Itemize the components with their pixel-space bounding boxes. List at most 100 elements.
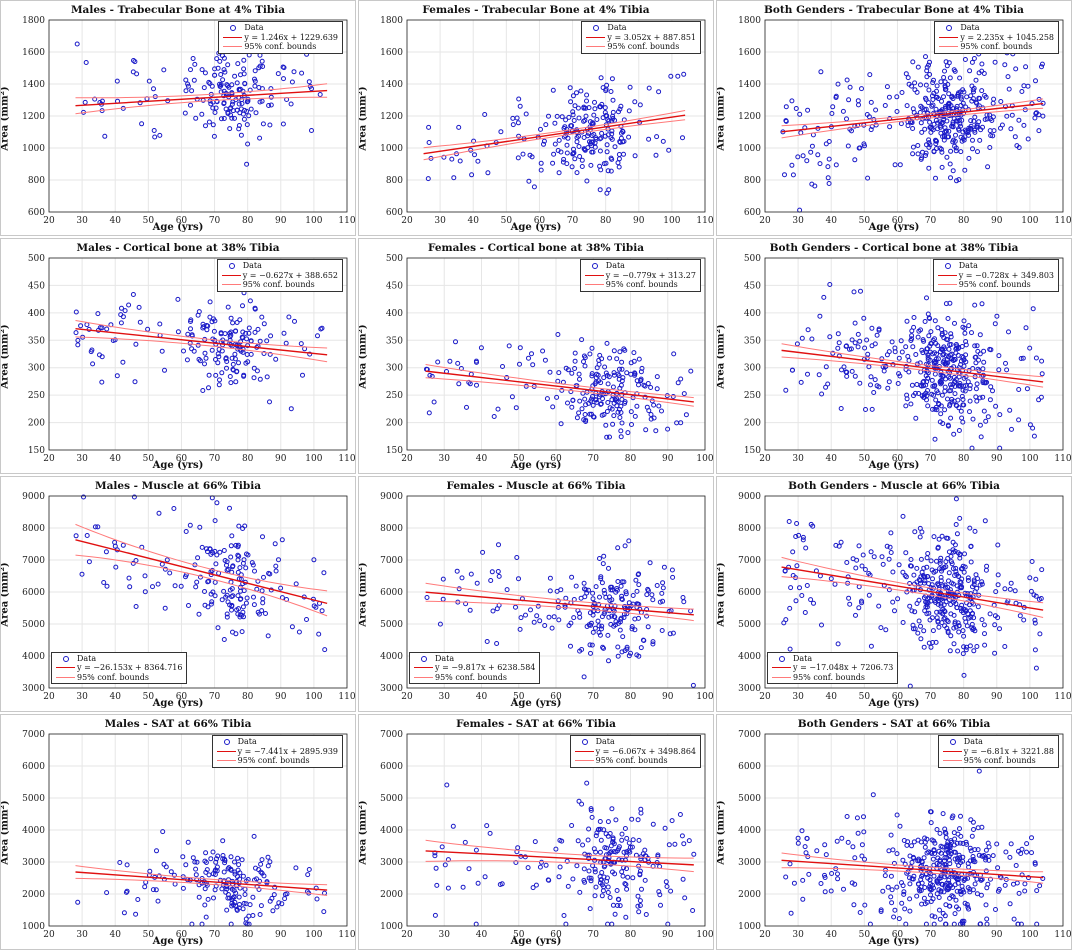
data-point — [971, 579, 977, 585]
data-point — [946, 91, 952, 97]
legend-data: Data — [937, 261, 1054, 271]
data-point — [208, 856, 214, 862]
data-point — [939, 327, 945, 333]
data-point — [224, 907, 230, 913]
data-point — [783, 874, 789, 880]
data-point — [907, 908, 913, 914]
data-point — [280, 121, 286, 127]
data-point — [978, 434, 984, 440]
legend-symbol — [413, 663, 435, 672]
data-point — [681, 71, 687, 77]
legend-symbol — [221, 280, 243, 289]
data-point — [873, 107, 879, 113]
y-tick-label: 400 — [28, 309, 45, 319]
x-tick-label: 60 — [892, 930, 904, 940]
x-axis-label: Age (yrs) — [868, 936, 920, 947]
data-point — [894, 109, 900, 114]
data-point — [983, 418, 989, 424]
data-point — [959, 883, 965, 889]
data-point — [917, 578, 923, 584]
data-point — [252, 68, 258, 74]
data-point — [638, 378, 644, 383]
data-point — [847, 84, 853, 90]
data-point — [577, 398, 583, 404]
data-point — [484, 823, 490, 829]
data-point — [432, 853, 438, 859]
data-point — [668, 888, 674, 894]
data-point — [232, 73, 238, 79]
x-tick-label: 40 — [825, 454, 837, 464]
data-point — [488, 578, 494, 583]
data-point — [577, 614, 583, 620]
data-point — [933, 141, 939, 147]
data-point — [640, 851, 646, 857]
data-point — [954, 178, 959, 184]
data-point — [1016, 890, 1022, 896]
data-point — [942, 79, 948, 85]
data-point — [620, 634, 626, 640]
data-point — [258, 903, 264, 909]
data-point — [976, 768, 982, 774]
data-point — [229, 533, 235, 539]
data-point — [195, 555, 201, 561]
data-point — [909, 876, 915, 882]
data-point — [598, 135, 604, 141]
data-point — [240, 906, 246, 912]
data-point — [1033, 665, 1039, 671]
data-point — [794, 563, 800, 569]
data-point — [869, 406, 875, 412]
data-point — [971, 648, 977, 654]
legend-text: Data — [605, 261, 625, 270]
data-point — [789, 162, 795, 168]
data-point — [577, 889, 583, 895]
data-point — [793, 598, 799, 604]
data-point — [230, 629, 235, 635]
data-point — [137, 319, 143, 325]
y-tick-label: 3000 — [380, 858, 403, 868]
data-point — [922, 844, 928, 850]
data-point — [917, 534, 923, 540]
data-point — [579, 337, 585, 343]
data-point — [600, 888, 606, 894]
data-point — [588, 650, 593, 656]
data-point — [970, 854, 976, 859]
data-point — [930, 576, 935, 582]
data-point — [681, 391, 687, 397]
data-point — [787, 605, 793, 611]
data-point — [921, 580, 927, 586]
data-point — [103, 549, 109, 555]
y-tick-label: 1200 — [22, 112, 45, 122]
data-point — [288, 406, 294, 412]
data-point — [923, 604, 929, 610]
data-point — [588, 620, 594, 626]
data-point — [1002, 644, 1008, 649]
data-point — [853, 612, 858, 618]
data-point — [254, 368, 260, 374]
y-tick-label: 200 — [28, 419, 45, 429]
data-point — [283, 340, 289, 346]
legend-text: Data — [963, 737, 983, 746]
data-point — [597, 826, 603, 832]
data-point — [624, 853, 629, 859]
data-point — [597, 819, 603, 824]
data-point — [934, 891, 940, 897]
data-point — [613, 398, 619, 404]
data-point — [1019, 872, 1025, 878]
data-point — [918, 636, 924, 642]
x-axis-label: Age (yrs) — [868, 222, 920, 233]
data-point — [823, 852, 829, 858]
conf-bound-lower — [781, 356, 1044, 388]
data-point — [993, 907, 998, 912]
legend-text: 95% conf. bounds — [605, 280, 678, 289]
data-point — [638, 854, 644, 860]
legend-symbol — [938, 23, 960, 32]
x-tick-label: 30 — [76, 692, 88, 702]
data-point — [207, 546, 213, 552]
data-point — [126, 302, 132, 308]
data-point — [229, 886, 235, 892]
data-point — [227, 587, 233, 593]
data-point — [517, 103, 523, 109]
data-point — [230, 563, 236, 569]
data-point — [424, 595, 430, 600]
data-point — [835, 81, 841, 87]
